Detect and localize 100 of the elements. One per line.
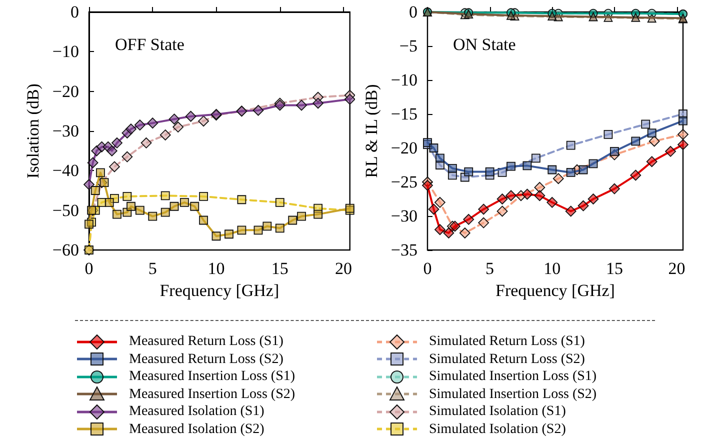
point bbox=[428, 204, 440, 215]
point bbox=[485, 167, 494, 176]
point bbox=[160, 208, 170, 217]
point bbox=[148, 212, 158, 221]
y-axis-title: RL & IL (dB) bbox=[362, 84, 381, 178]
point bbox=[122, 192, 132, 201]
x-axis-title: Frequency [GHz] bbox=[496, 281, 615, 300]
y-tick-label: −50 bbox=[52, 200, 79, 220]
x-tick-label: 15 bbox=[271, 259, 288, 278]
point bbox=[104, 198, 114, 207]
y-tick-label: −20 bbox=[390, 138, 418, 158]
point bbox=[106, 145, 118, 156]
legend-label: Simulated Return Loss (S2) bbox=[429, 350, 585, 368]
y-tick-label: −10 bbox=[52, 42, 79, 62]
point bbox=[678, 128, 688, 140]
point bbox=[199, 216, 208, 225]
point bbox=[180, 198, 189, 207]
point bbox=[604, 130, 613, 139]
y-tick-label: −30 bbox=[390, 206, 418, 226]
point bbox=[534, 190, 546, 202]
legend-label: Simulated Return Loss (S1) bbox=[429, 333, 585, 350]
point bbox=[464, 167, 474, 176]
point bbox=[648, 136, 660, 147]
point bbox=[312, 98, 324, 109]
y-tick-label: −35 bbox=[390, 240, 418, 260]
point bbox=[631, 12, 640, 22]
point bbox=[443, 228, 454, 238]
point bbox=[522, 161, 532, 170]
point bbox=[588, 194, 599, 204]
point bbox=[531, 154, 540, 163]
x-tick-label: 10 bbox=[544, 259, 561, 278]
point bbox=[434, 224, 446, 236]
point bbox=[344, 94, 355, 105]
point bbox=[506, 10, 516, 20]
point bbox=[297, 212, 306, 221]
point bbox=[496, 194, 508, 204]
x-tick-label: 5 bbox=[148, 259, 157, 278]
point bbox=[135, 206, 144, 215]
legend-label: Measured Insertion Loss (S2) bbox=[129, 386, 296, 403]
legend-label: Measured Return Loss (S1) bbox=[129, 333, 284, 350]
point bbox=[100, 178, 109, 188]
point bbox=[212, 232, 221, 241]
point bbox=[84, 220, 94, 229]
point bbox=[252, 104, 264, 116]
point bbox=[172, 122, 184, 132]
x-tick-label: 5 bbox=[486, 259, 494, 278]
legend-label: Simulated Isolation (S1) bbox=[429, 403, 566, 420]
point bbox=[237, 226, 246, 235]
point bbox=[448, 164, 457, 173]
point bbox=[630, 170, 642, 181]
point bbox=[631, 136, 640, 146]
point bbox=[190, 202, 200, 211]
point bbox=[449, 220, 460, 232]
point bbox=[548, 165, 557, 174]
y-tick-label: −60 bbox=[52, 240, 79, 260]
point bbox=[565, 206, 576, 217]
point bbox=[262, 222, 272, 231]
point bbox=[314, 210, 322, 219]
point bbox=[275, 224, 284, 233]
legend-label: Measured Insertion Loss (S1) bbox=[129, 368, 296, 386]
point bbox=[84, 179, 94, 190]
point bbox=[552, 173, 564, 184]
point bbox=[87, 157, 98, 168]
legend-label: Measured Isolation (S2) bbox=[129, 420, 264, 438]
x-tick-label: 15 bbox=[606, 259, 623, 278]
legend-label: Simulated Isolation (S2) bbox=[429, 420, 566, 438]
point bbox=[198, 116, 209, 127]
point bbox=[288, 216, 298, 225]
point bbox=[237, 195, 246, 204]
point bbox=[254, 226, 263, 235]
point bbox=[534, 182, 546, 193]
point bbox=[548, 12, 557, 21]
point bbox=[109, 161, 120, 172]
legend-label: Simulated Insertion Loss (S1) bbox=[429, 368, 597, 386]
point bbox=[459, 228, 470, 238]
point bbox=[185, 110, 196, 122]
point bbox=[546, 196, 558, 208]
point bbox=[665, 146, 676, 157]
point bbox=[578, 200, 589, 212]
point bbox=[578, 165, 588, 174]
point bbox=[199, 192, 208, 201]
point bbox=[134, 120, 146, 130]
point bbox=[463, 214, 474, 225]
point bbox=[678, 139, 688, 150]
y-tick-label: −25 bbox=[390, 172, 418, 192]
legend-label: Measured Return Loss (S2) bbox=[129, 350, 284, 368]
y-tick-label: −10 bbox=[390, 70, 418, 90]
x-tick-label: 0 bbox=[423, 259, 432, 278]
point bbox=[678, 116, 688, 126]
point bbox=[522, 188, 533, 200]
point bbox=[126, 124, 136, 134]
point bbox=[588, 12, 598, 22]
point bbox=[112, 210, 122, 219]
point bbox=[610, 146, 619, 156]
point bbox=[506, 162, 516, 171]
point bbox=[588, 159, 598, 168]
y-tick-label: −30 bbox=[52, 122, 79, 140]
y-tick-label: −5 bbox=[399, 36, 418, 56]
x-tick-label: 0 bbox=[84, 259, 94, 278]
point bbox=[566, 168, 576, 177]
